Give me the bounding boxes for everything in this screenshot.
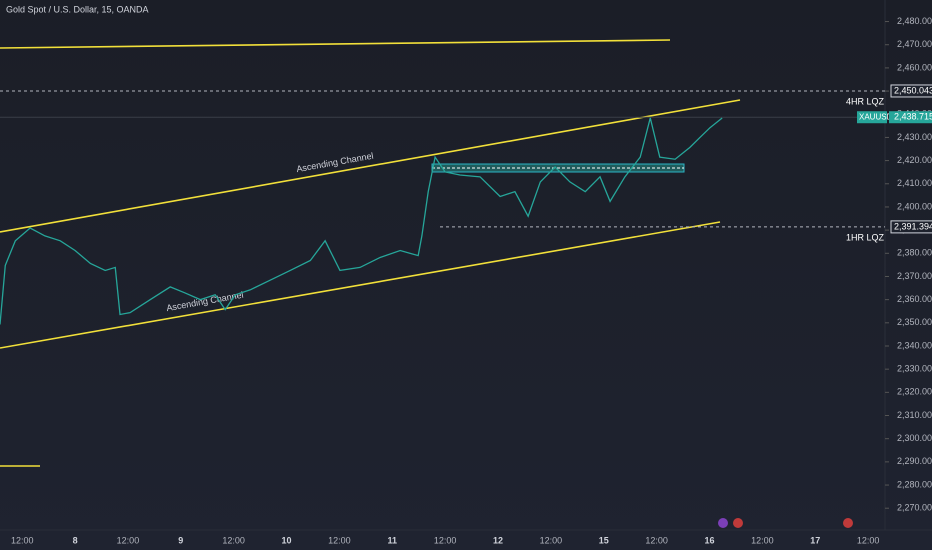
x-tick-label: 12:00: [645, 535, 668, 545]
x-tick-label: 12:00: [328, 535, 351, 545]
y-tick-label: 2,360.000: [897, 294, 932, 304]
y-tick-label: 2,270.000: [897, 503, 932, 513]
x-tick-label: 12:00: [222, 535, 245, 545]
y-tick-label: 2,310.000: [897, 410, 932, 420]
event-icons: [718, 518, 853, 528]
x-tick-label: 10: [282, 535, 292, 545]
y-tick-label: 2,280.000: [897, 479, 932, 489]
y-tick-label: 2,420.000: [897, 155, 932, 165]
event-icon: [733, 518, 743, 528]
level-box: [890, 220, 932, 234]
price-line: [0, 117, 723, 325]
y-tick-label: 2,300.000: [897, 433, 932, 443]
y-tick-label: 2,330.000: [897, 364, 932, 374]
x-tick-label: 8: [73, 535, 78, 545]
y-tick-label: 2,470.000: [897, 39, 932, 49]
price-box: [889, 111, 932, 124]
x-tick-label: 9: [178, 535, 183, 545]
trend-line: [0, 39, 671, 49]
y-tick-label: 2,380.000: [897, 248, 932, 258]
symbol-box: [857, 111, 887, 124]
y-tick-label: 2,480.000: [897, 16, 932, 26]
y-tick-label: 2,460.000: [897, 62, 932, 72]
price-value: 2,438.715: [894, 112, 932, 122]
event-icon: [718, 518, 728, 528]
x-tick-label: 16: [704, 535, 714, 545]
level-name: 1HR LQZ: [846, 232, 885, 242]
x-tick-label: 12:00: [434, 535, 457, 545]
level-name: 4HR LQZ: [846, 96, 885, 106]
y-tick-label: 2,400.000: [897, 201, 932, 211]
level-box: [890, 84, 932, 98]
x-tick-label: 12:00: [11, 535, 34, 545]
channel-lower: [0, 221, 721, 349]
level-value: 2,450.043: [894, 85, 932, 95]
x-tick-label: 12:00: [857, 535, 880, 545]
x-tick-label: 12:00: [751, 535, 774, 545]
drawings: [0, 39, 741, 467]
channel-upper: [0, 99, 741, 233]
x-tick-label: 17: [810, 535, 820, 545]
x-tick-label: 12: [493, 535, 503, 545]
level-value: 2,391.394: [894, 221, 932, 231]
x-tick-label: 12:00: [540, 535, 563, 545]
x-tick-label: 15: [599, 535, 609, 545]
y-tick-label: 2,320.000: [897, 387, 932, 397]
y-tick-label: 2,350.000: [897, 317, 932, 327]
y-tick-label: 2,410.000: [897, 178, 932, 188]
x-tick-label: 12:00: [117, 535, 140, 545]
symbol-label: XAUUSD: [859, 112, 893, 121]
y-tick-label: 2,370.000: [897, 271, 932, 281]
event-icon: [843, 518, 853, 528]
y-tick-label: 2,290.000: [897, 456, 932, 466]
y-tick-label: 2,430.000: [897, 132, 932, 142]
y-tick-label: 2,340.000: [897, 340, 932, 350]
chart-title: Gold Spot / U.S. Dollar, 15, OANDA: [6, 4, 149, 14]
x-tick-label: 11: [388, 535, 398, 545]
